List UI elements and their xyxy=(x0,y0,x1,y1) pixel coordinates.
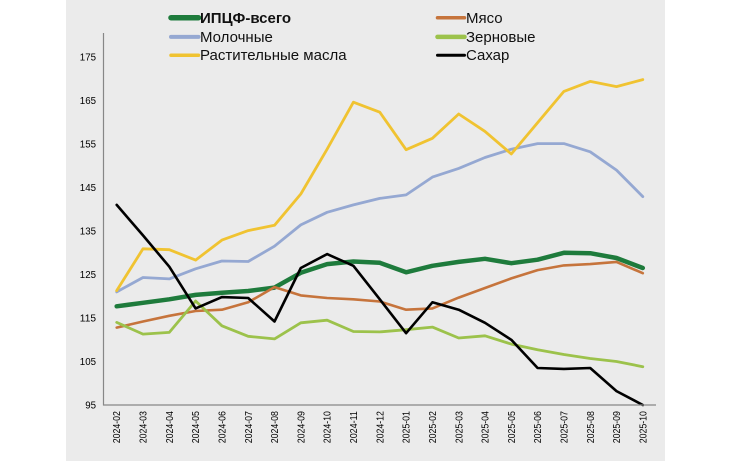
svg-text:2024-02: 2024-02 xyxy=(112,411,123,444)
svg-text:2024-06: 2024-06 xyxy=(218,411,229,444)
svg-text:2025-09: 2025-09 xyxy=(612,411,623,444)
svg-text:2024-12: 2024-12 xyxy=(375,411,386,444)
svg-text:2025-08: 2025-08 xyxy=(586,411,597,444)
svg-text:2025-05: 2025-05 xyxy=(507,411,518,444)
svg-text:2024-07: 2024-07 xyxy=(244,411,255,444)
svg-text:105: 105 xyxy=(80,357,97,368)
svg-text:145: 145 xyxy=(80,183,97,194)
svg-text:2024-05: 2024-05 xyxy=(191,411,202,444)
svg-text:2025-03: 2025-03 xyxy=(454,411,465,444)
svg-text:2025-07: 2025-07 xyxy=(560,411,571,444)
svg-text:2024-03: 2024-03 xyxy=(139,411,150,444)
svg-text:2024-09: 2024-09 xyxy=(296,411,307,444)
svg-text:175: 175 xyxy=(80,53,97,64)
svg-text:2024-10: 2024-10 xyxy=(323,411,334,444)
svg-text:165: 165 xyxy=(80,96,97,107)
svg-text:115: 115 xyxy=(80,314,97,325)
svg-text:155: 155 xyxy=(80,140,97,151)
svg-text:125: 125 xyxy=(80,270,97,281)
svg-text:95: 95 xyxy=(85,401,96,412)
svg-text:2025-02: 2025-02 xyxy=(428,411,439,444)
svg-text:2024-11: 2024-11 xyxy=(349,411,360,444)
svg-text:135: 135 xyxy=(80,227,97,238)
svg-text:2025-10: 2025-10 xyxy=(638,411,649,444)
svg-text:2024-08: 2024-08 xyxy=(270,411,281,444)
svg-text:2025-04: 2025-04 xyxy=(481,411,492,444)
svg-text:2024-04: 2024-04 xyxy=(165,411,176,444)
svg-text:2025-06: 2025-06 xyxy=(533,411,544,444)
svg-text:2025-01: 2025-01 xyxy=(402,411,413,444)
